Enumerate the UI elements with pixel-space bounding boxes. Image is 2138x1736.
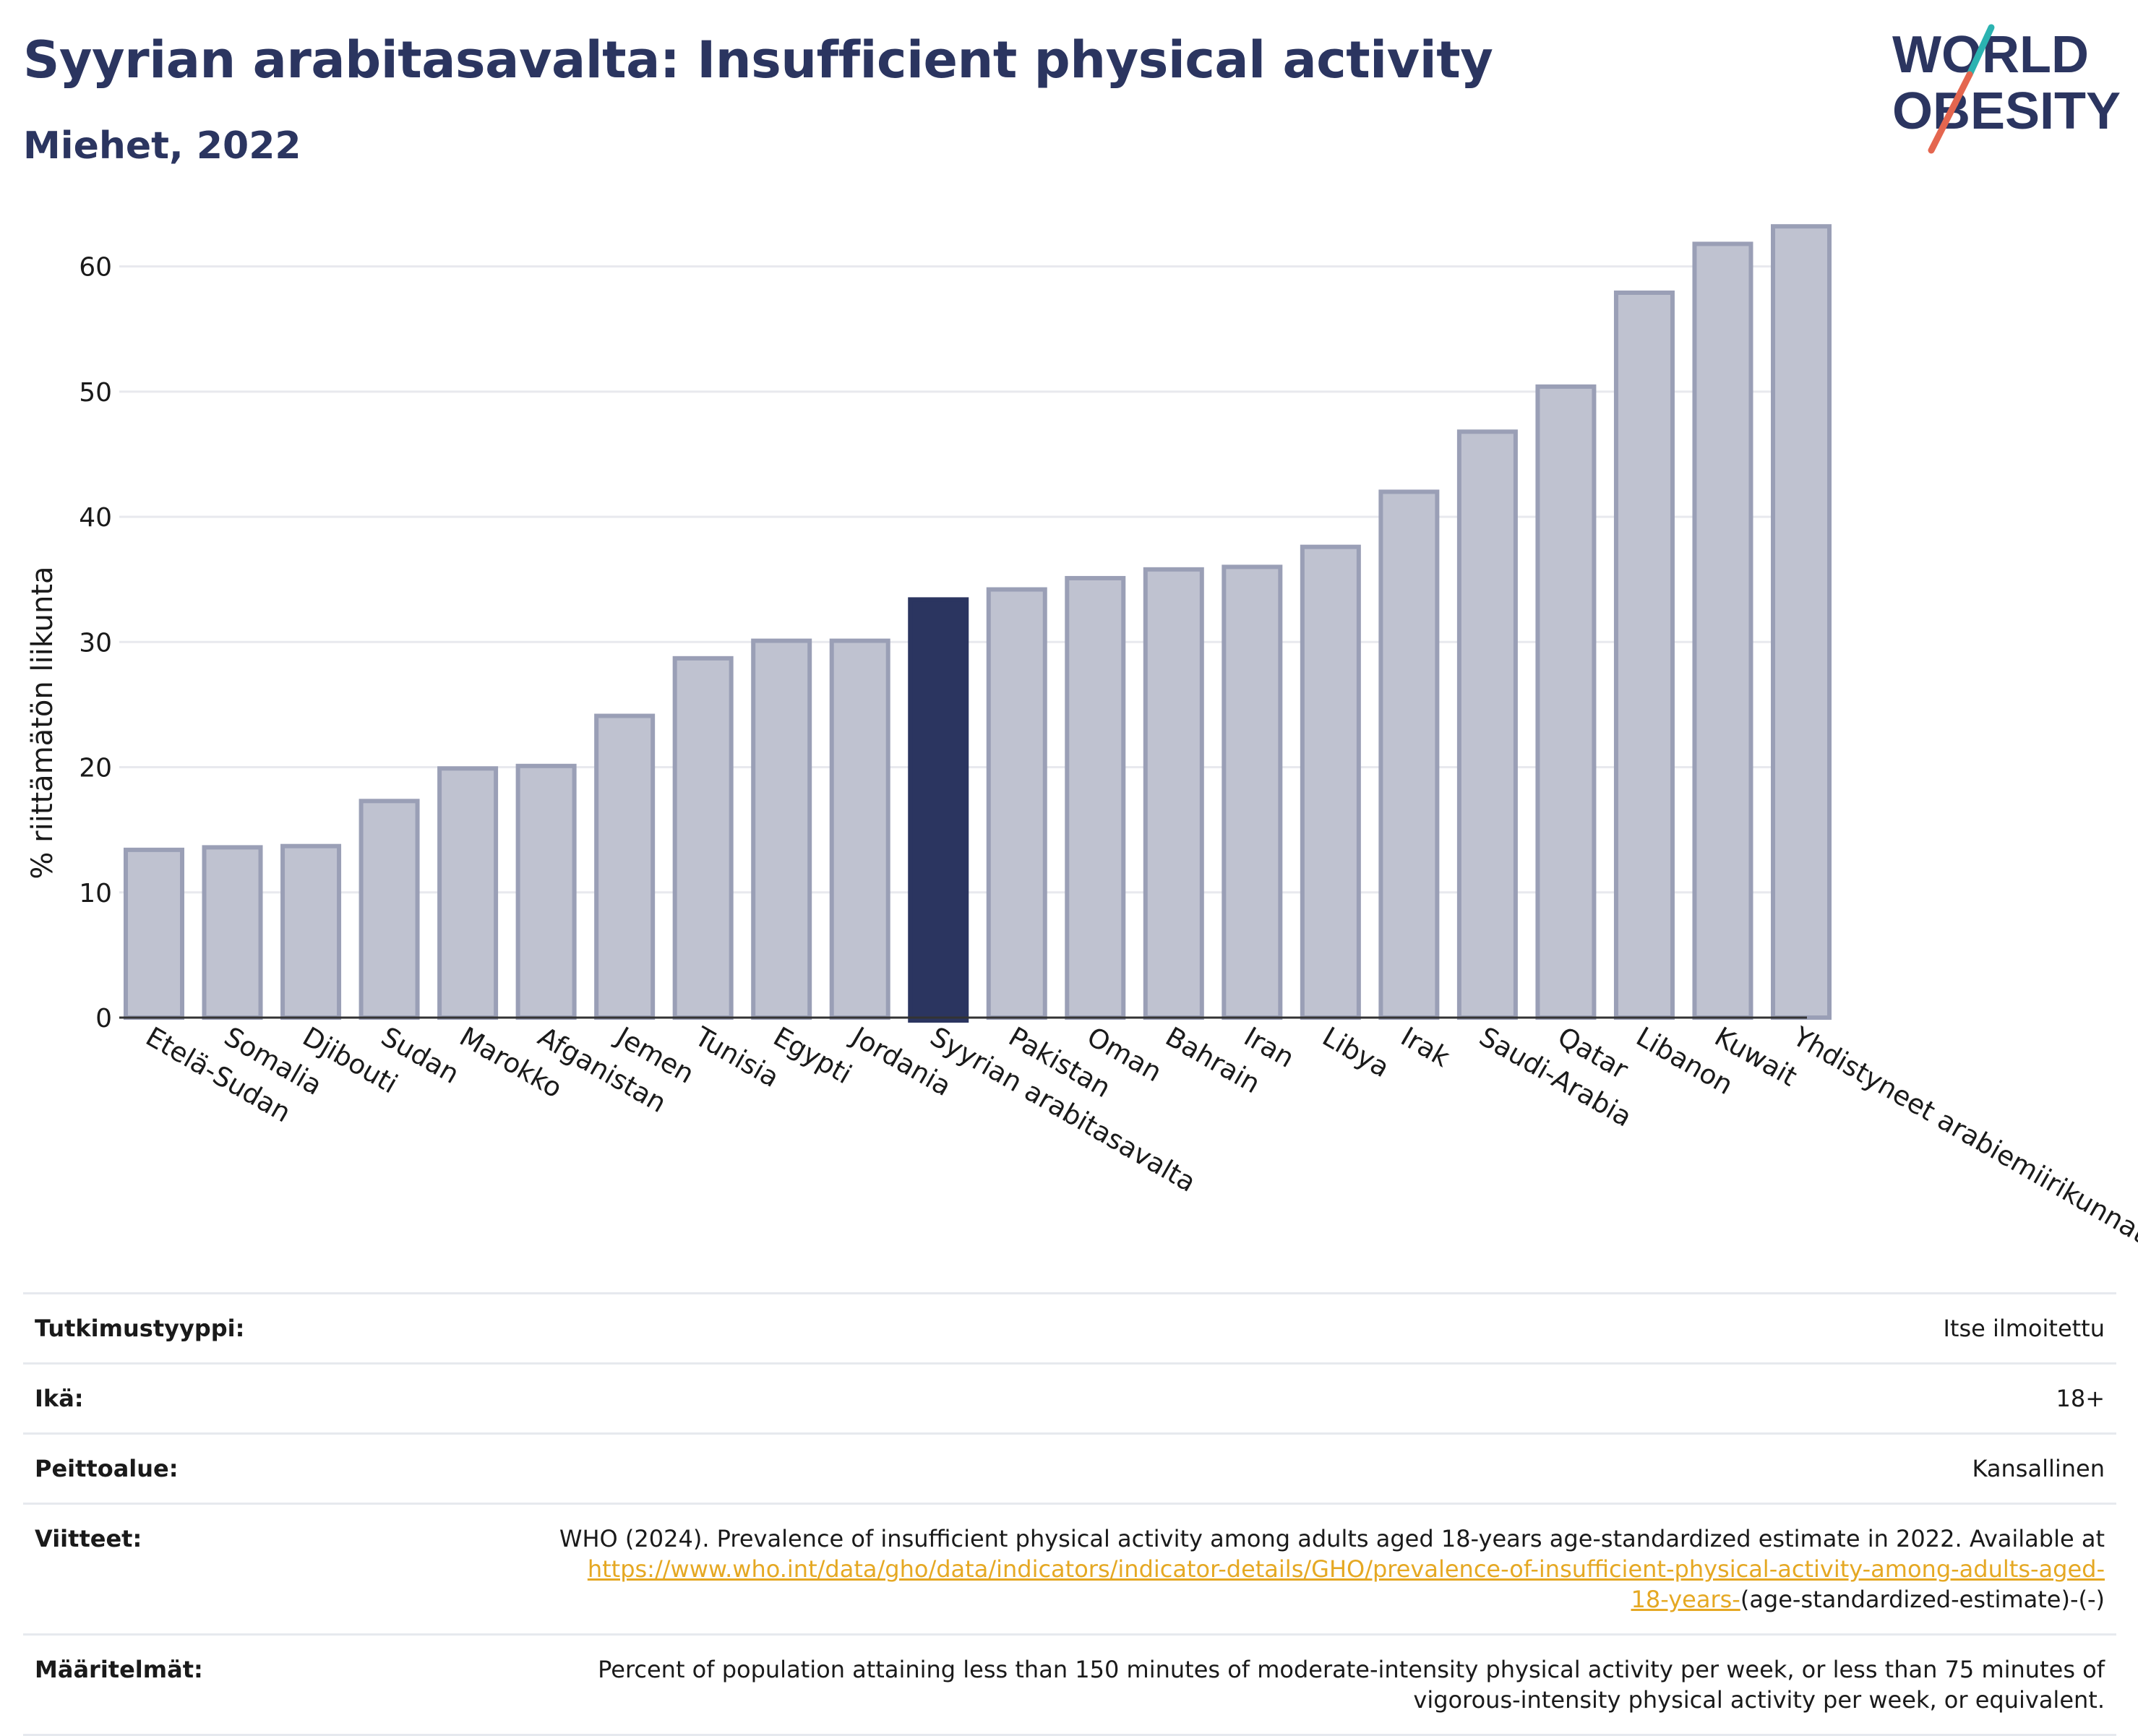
- reference-suffix: (age-standardized-estimate)-(-): [1740, 1586, 2105, 1613]
- bar-oman: [1067, 578, 1123, 1018]
- meta-label: Ikä:: [23, 1364, 480, 1434]
- bar-syyrian-arabitasavalta: [910, 599, 966, 1020]
- y-tick-label: 10: [79, 879, 112, 908]
- x-tick-labels: Etelä-SudanSomaliaDjiboutiSudanMarokkoAf…: [141, 1020, 2138, 1250]
- definition-text: Percent of population attaining less tha…: [598, 1656, 2105, 1683]
- reference-text: WHO (2024). Prevalence of insufficient p…: [559, 1525, 2105, 1552]
- meta-row-study-type: Tutkimustyyppi: Itse ilmoitettu: [23, 1294, 2116, 1364]
- x-tick-label: Yhdistyneet arabiemiirikunnat: [1787, 1020, 2138, 1250]
- bar-saudi-arabia: [1459, 431, 1516, 1018]
- bar-etelä-sudan: [126, 850, 182, 1018]
- bar-chart: 0 10 20 30 40 50 60 Etelä-SudanSomaliaDjibouti…: [0, 0, 2138, 1272]
- metadata-table: Tutkimustyyppi: Itse ilmoitettu Ikä: 18+…: [23, 1292, 2116, 1736]
- x-tick-label: Tunisia: [689, 1020, 784, 1093]
- bar-tunisia: [675, 658, 731, 1018]
- bar-jordania: [832, 641, 888, 1018]
- bar-jemen: [596, 716, 653, 1018]
- bar-marokko: [439, 768, 496, 1018]
- meta-value: Itse ilmoitettu: [480, 1294, 2116, 1364]
- bar-afganistan: [518, 766, 575, 1018]
- reference-link[interactable]: https://www.who.int/data/gho/data/indica…: [588, 1555, 2105, 1583]
- bar-bahrain: [1146, 570, 1202, 1018]
- bar-somalia: [205, 847, 261, 1018]
- x-tick-label: Libya: [1317, 1021, 1394, 1084]
- meta-row-coverage: Peittoalue: Kansallinen: [23, 1434, 2116, 1504]
- y-tick-label: 0: [95, 1004, 112, 1034]
- y-tick-label: 30: [79, 628, 112, 658]
- bar-iran: [1224, 567, 1280, 1018]
- meta-label: Peittoalue:: [23, 1434, 480, 1504]
- x-tick-label: Egypti: [768, 1021, 857, 1091]
- y-tick-label: 20: [79, 754, 112, 783]
- bars: [126, 226, 1829, 1020]
- bar-pakistan: [989, 590, 1045, 1018]
- reference-link-continued[interactable]: 18-years-: [1631, 1586, 1740, 1613]
- y-tick-label: 50: [79, 378, 112, 408]
- bar-djibouti: [283, 846, 339, 1018]
- meta-label: Viitteet:: [23, 1504, 480, 1635]
- bar-libya: [1302, 547, 1359, 1018]
- y-tick-label: 60: [79, 253, 112, 283]
- y-tick-label: 40: [79, 503, 112, 533]
- meta-row-references: Viitteet: WHO (2024). Prevalence of insu…: [23, 1504, 2116, 1635]
- bar-yhdistyneet-arabiemiirikunnat: [1773, 226, 1829, 1018]
- bar-sudan: [361, 801, 418, 1018]
- y-tick-labels: 0 10 20 30 40 50 60: [79, 253, 112, 1034]
- meta-value: 18+: [480, 1364, 2116, 1434]
- meta-label: Tutkimustyyppi:: [23, 1294, 480, 1364]
- meta-value: Kansallinen: [480, 1434, 2116, 1504]
- bar-libanon: [1616, 293, 1673, 1018]
- bar-egypti: [753, 641, 810, 1018]
- bar-kuwait: [1694, 244, 1751, 1018]
- meta-value: WHO (2024). Prevalence of insufficient p…: [480, 1504, 2116, 1635]
- definition-text-continued: vigorous-intensity physical activity per…: [1413, 1686, 2105, 1714]
- meta-row-age: Ikä: 18+: [23, 1364, 2116, 1434]
- bar-irak: [1381, 491, 1437, 1018]
- y-axis-label: % riittämätön liikunta: [26, 566, 59, 879]
- x-tick-label: Irak: [1396, 1021, 1456, 1074]
- bar-qatar: [1537, 387, 1594, 1018]
